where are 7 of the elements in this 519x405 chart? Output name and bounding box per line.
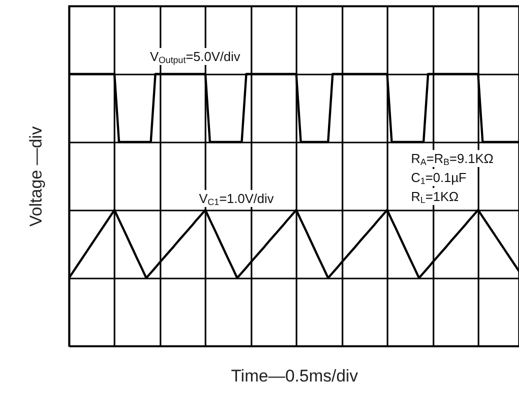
annotation: R$_{L}$=1KΩ xyxy=(410,188,460,205)
text: V$_{Output}$=5.0V/div xyxy=(149,48,242,65)
x-axis-title: Time—0.5ms/div xyxy=(231,366,358,386)
annotation: R$_{A}$=R$_{B}$=9.1KΩ xyxy=(410,150,494,167)
annotation: V$_{C1}$=1.0V/div xyxy=(198,190,275,207)
y-axis-title: Voltage —div xyxy=(26,126,46,227)
annotation: C$_{1}$=0.1µF xyxy=(410,169,468,186)
